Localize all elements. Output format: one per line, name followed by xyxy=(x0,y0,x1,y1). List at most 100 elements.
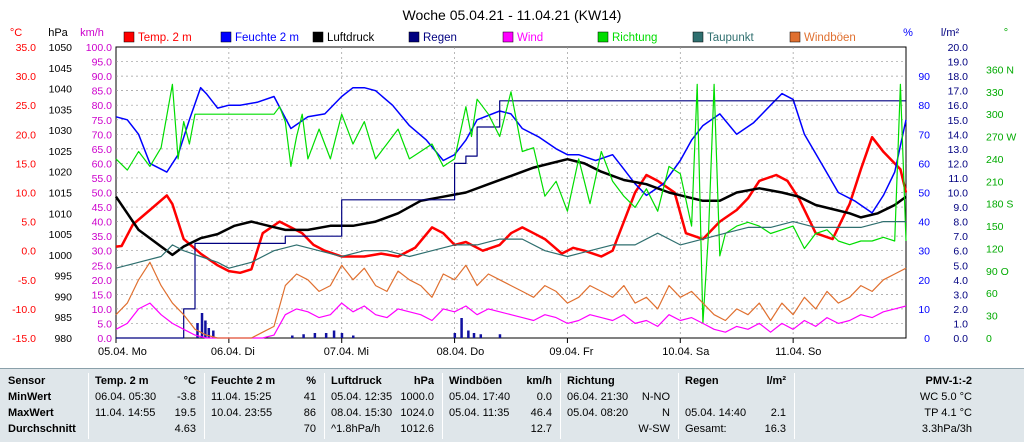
press-axis-tick-label: 1015 xyxy=(49,188,73,200)
press-axis-tick-label: 1025 xyxy=(49,146,73,158)
temp-axis-tick-label: 10.0 xyxy=(16,188,37,200)
stats-dir-max-value: N xyxy=(662,407,670,419)
press-axis-tick-label: 985 xyxy=(54,312,72,324)
press-axis-tick-label: 1030 xyxy=(49,125,73,137)
series-line-richtung xyxy=(115,83,907,324)
stats-gust-min-time: 05.04. 17:40 xyxy=(449,391,511,403)
rain-bar xyxy=(472,333,476,338)
stats-divider xyxy=(794,373,795,439)
press-axis-tick-label: 1010 xyxy=(49,208,73,220)
legend-label: Taupunkt xyxy=(707,32,754,44)
wind-axis-tick-label: 70.0 xyxy=(92,129,113,141)
hum-axis-tick-label: 30 xyxy=(918,246,930,258)
stats-divider xyxy=(204,373,205,439)
legend-label: Wind xyxy=(517,32,543,44)
stats-rain-max-time: 05.04. 14:40 xyxy=(685,407,747,419)
legend-label: Temp. 2 m xyxy=(138,32,192,44)
rain-axis-tick-label: 6.0 xyxy=(953,246,968,258)
legend-label: Richtung xyxy=(612,32,657,44)
rain-bar xyxy=(200,313,204,338)
wind-axis-tick-label: 5.0 xyxy=(97,318,112,330)
dir-axis-tick-label: 120 xyxy=(986,243,1004,255)
rain-bar xyxy=(479,334,483,338)
stats-divider xyxy=(88,373,89,439)
stats-press-max-value: 1024.0 xyxy=(400,407,434,419)
stats-rain-header: Regen xyxy=(685,375,719,387)
stats-press-min-time: 05.04. 12:35 xyxy=(331,391,393,403)
rain-axis-tick-label: 9.0 xyxy=(953,202,968,214)
wind-axis-tick-label: 30.0 xyxy=(92,246,113,258)
series-line-regen xyxy=(116,100,906,339)
x-tick-label: 05.04. Mo xyxy=(98,346,147,358)
chart-title: Woche 05.04.21 - 11.04.21 (KW14) xyxy=(403,7,622,23)
stats-press-header: Luftdruck xyxy=(331,375,382,387)
series-line-taupunkt xyxy=(115,221,906,269)
dir-axis-tick-label: 270 W xyxy=(986,132,1016,144)
rain-bar xyxy=(302,334,305,338)
press-axis-tick-label: 1035 xyxy=(49,104,73,116)
stats-press-unit: hPa xyxy=(413,375,434,387)
wind-axis-tick-label: 100.0 xyxy=(86,42,112,54)
temp-axis-tick-label: -10.0 xyxy=(12,304,36,316)
rain-bar xyxy=(313,333,317,338)
wind-axis-tick-label: 10.0 xyxy=(92,304,113,316)
rain-axis-unit: l/m² xyxy=(941,27,960,39)
stats-gust-min-value: 0.0 xyxy=(536,391,552,403)
legend-swatch xyxy=(502,31,514,43)
stats-row-max-label: MaxWert xyxy=(8,407,54,419)
hum-axis-tick-label: 70 xyxy=(918,129,930,141)
stats-temp-header: Temp. 2 m xyxy=(95,375,149,387)
stats-hum-unit: % xyxy=(306,375,316,387)
weather-chart: Woche 05.04.21 - 11.04.21 (KW14) 05.04. M… xyxy=(9,7,1017,358)
stats-temp-unit: °C xyxy=(183,375,196,387)
stats-rain-total-label: Gesamt: xyxy=(685,423,727,435)
dir-axis-tick-label: 60 xyxy=(986,288,998,300)
legend-swatch xyxy=(789,31,801,43)
wind-axis-tick-label: 15.0 xyxy=(92,289,113,301)
rain-axis-tick-label: 2.0 xyxy=(953,304,968,316)
dir-axis-tick-label: 300 xyxy=(986,109,1004,121)
wind-axis-tick-label: 35.0 xyxy=(92,231,113,243)
wind-axis-tick-label: 75.0 xyxy=(92,115,113,127)
rain-bar xyxy=(212,330,215,338)
hum-axis-unit: % xyxy=(903,27,913,39)
x-tick-label: 09.04. Fr xyxy=(549,346,593,358)
stats-pmv-header: PMV-1:-2 xyxy=(925,375,972,387)
stats-hum-min-value: 41 xyxy=(303,391,316,403)
rain-bar xyxy=(498,334,502,338)
rain-axis-tick-label: 20.0 xyxy=(948,42,969,54)
wind-axis-unit: km/h xyxy=(80,27,104,39)
stats-hum-column: Feuchte 2 m % 11.04. 15:25 41 10.04. 23:… xyxy=(206,369,322,442)
x-tick-label: 11.04. So xyxy=(775,346,821,358)
press-axis-tick-label: 1005 xyxy=(49,229,73,241)
rain-axis-tick-label: 17.0 xyxy=(948,86,969,98)
press-axis-tick-label: 980 xyxy=(54,333,72,345)
rain-axis-tick-label: 4.0 xyxy=(953,275,968,287)
stats-gust-column: Windböen km/h 05.04. 17:40 0.0 05.04. 11… xyxy=(444,369,558,442)
wind-axis-tick-label: 0.0 xyxy=(97,333,112,345)
temp-axis-tick-label: 30.0 xyxy=(16,71,37,83)
stats-temp-min-value: -3.8 xyxy=(177,391,196,403)
rain-axis-tick-label: 1.0 xyxy=(953,318,968,330)
rain-axis-tick-label: 14.0 xyxy=(948,129,969,141)
stats-gust-header: Windböen xyxy=(449,375,503,387)
rain-axis-tick-label: 15.0 xyxy=(948,115,969,127)
stats-rain-unit: l/m² xyxy=(766,375,786,387)
rain-axis-tick-label: 16.0 xyxy=(948,100,969,112)
stats-hum-max-time: 10.04. 23:55 xyxy=(211,407,273,419)
rain-axis-tick-label: 13.0 xyxy=(948,144,969,156)
hum-axis-tick-label: 20 xyxy=(918,275,930,287)
stats-hum-avg-value: 70 xyxy=(303,423,316,435)
rain-bar xyxy=(207,328,211,338)
x-tick-label: 08.04. Do xyxy=(437,346,485,358)
hum-axis-tick-label: 60 xyxy=(918,158,930,170)
rain-axis-tick-label: 3.0 xyxy=(953,289,968,301)
legend-swatch xyxy=(597,31,609,43)
wind-axis-tick-label: 25.0 xyxy=(92,260,113,272)
legend-swatch xyxy=(692,31,704,43)
temp-axis-tick-label: 20.0 xyxy=(16,129,37,141)
series-line-temp-2-m xyxy=(115,135,908,275)
rain-bar xyxy=(204,320,207,338)
stats-dir-column: Richtung 06.04. 21:30 N-NO 05.04. 08:20 … xyxy=(562,369,676,442)
wind-axis-tick-label: 40.0 xyxy=(92,217,113,229)
